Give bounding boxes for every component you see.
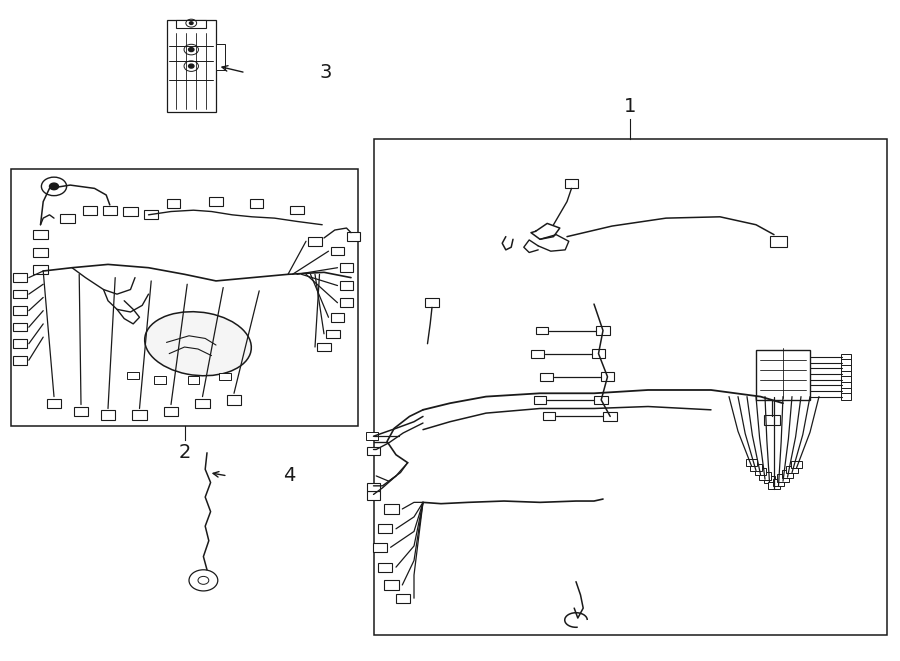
Bar <box>216 44 225 70</box>
FancyBboxPatch shape <box>83 206 97 215</box>
FancyBboxPatch shape <box>340 263 353 272</box>
FancyBboxPatch shape <box>592 349 606 358</box>
FancyBboxPatch shape <box>227 395 241 405</box>
FancyBboxPatch shape <box>367 483 380 492</box>
Bar <box>756 350 810 400</box>
Bar <box>841 365 851 371</box>
FancyBboxPatch shape <box>764 415 780 425</box>
Text: 3: 3 <box>320 63 332 82</box>
FancyBboxPatch shape <box>367 447 380 455</box>
Bar <box>841 376 851 383</box>
Bar <box>745 459 758 467</box>
FancyBboxPatch shape <box>13 356 27 365</box>
Bar <box>768 482 779 489</box>
FancyBboxPatch shape <box>13 340 27 348</box>
FancyBboxPatch shape <box>770 236 787 247</box>
FancyBboxPatch shape <box>123 207 138 216</box>
Bar <box>763 476 776 483</box>
FancyBboxPatch shape <box>425 298 439 307</box>
FancyBboxPatch shape <box>13 290 27 299</box>
FancyBboxPatch shape <box>33 265 48 274</box>
FancyBboxPatch shape <box>540 373 553 381</box>
FancyBboxPatch shape <box>101 410 115 420</box>
FancyBboxPatch shape <box>396 594 410 603</box>
FancyBboxPatch shape <box>331 247 344 255</box>
Bar <box>841 354 851 360</box>
Bar <box>166 20 216 112</box>
FancyBboxPatch shape <box>164 407 178 416</box>
FancyBboxPatch shape <box>308 237 322 245</box>
FancyBboxPatch shape <box>60 214 75 223</box>
Bar <box>841 360 851 366</box>
Circle shape <box>50 183 58 190</box>
FancyBboxPatch shape <box>326 330 340 338</box>
Bar <box>128 371 140 379</box>
FancyBboxPatch shape <box>378 524 392 533</box>
FancyBboxPatch shape <box>373 543 387 552</box>
Text: 1: 1 <box>624 97 636 116</box>
Bar <box>791 461 803 468</box>
FancyBboxPatch shape <box>290 206 304 214</box>
Circle shape <box>189 48 194 52</box>
Circle shape <box>189 64 194 68</box>
FancyBboxPatch shape <box>249 200 263 208</box>
Bar <box>778 475 789 481</box>
FancyBboxPatch shape <box>47 399 61 408</box>
FancyBboxPatch shape <box>13 273 27 282</box>
FancyBboxPatch shape <box>534 396 546 404</box>
Bar <box>760 472 770 480</box>
Bar <box>365 432 377 440</box>
Text: 4: 4 <box>284 467 296 485</box>
FancyBboxPatch shape <box>13 306 27 315</box>
Bar <box>176 20 206 28</box>
FancyBboxPatch shape <box>74 407 88 416</box>
Bar <box>841 393 851 400</box>
FancyBboxPatch shape <box>33 248 48 257</box>
Bar <box>155 376 166 383</box>
Bar <box>11 169 358 426</box>
Text: 2: 2 <box>178 443 191 462</box>
FancyBboxPatch shape <box>195 399 210 408</box>
FancyBboxPatch shape <box>209 197 223 206</box>
Bar <box>773 479 785 486</box>
FancyBboxPatch shape <box>595 395 608 404</box>
Bar <box>374 139 886 635</box>
Bar <box>188 376 200 383</box>
FancyBboxPatch shape <box>367 492 380 500</box>
FancyBboxPatch shape <box>601 373 615 381</box>
FancyBboxPatch shape <box>565 179 579 188</box>
FancyBboxPatch shape <box>604 412 617 421</box>
FancyBboxPatch shape <box>331 313 344 321</box>
FancyBboxPatch shape <box>144 210 158 219</box>
FancyBboxPatch shape <box>384 580 399 590</box>
FancyBboxPatch shape <box>103 206 117 215</box>
FancyBboxPatch shape <box>317 342 331 352</box>
Bar <box>781 471 794 477</box>
FancyBboxPatch shape <box>384 504 399 514</box>
FancyBboxPatch shape <box>536 327 548 334</box>
Bar <box>841 387 851 394</box>
FancyBboxPatch shape <box>340 298 353 307</box>
FancyBboxPatch shape <box>340 281 353 290</box>
Bar <box>220 373 230 380</box>
Bar <box>841 371 851 377</box>
FancyBboxPatch shape <box>597 327 610 334</box>
FancyBboxPatch shape <box>33 230 48 239</box>
FancyBboxPatch shape <box>13 323 27 331</box>
Bar <box>754 468 767 475</box>
FancyBboxPatch shape <box>347 232 360 241</box>
Bar <box>841 382 851 389</box>
FancyBboxPatch shape <box>531 350 544 358</box>
Bar <box>787 465 798 473</box>
FancyBboxPatch shape <box>132 410 147 420</box>
FancyBboxPatch shape <box>543 412 555 420</box>
FancyBboxPatch shape <box>167 200 180 208</box>
FancyBboxPatch shape <box>378 563 392 572</box>
Ellipse shape <box>145 312 251 375</box>
Circle shape <box>189 22 194 24</box>
Bar <box>751 464 761 471</box>
